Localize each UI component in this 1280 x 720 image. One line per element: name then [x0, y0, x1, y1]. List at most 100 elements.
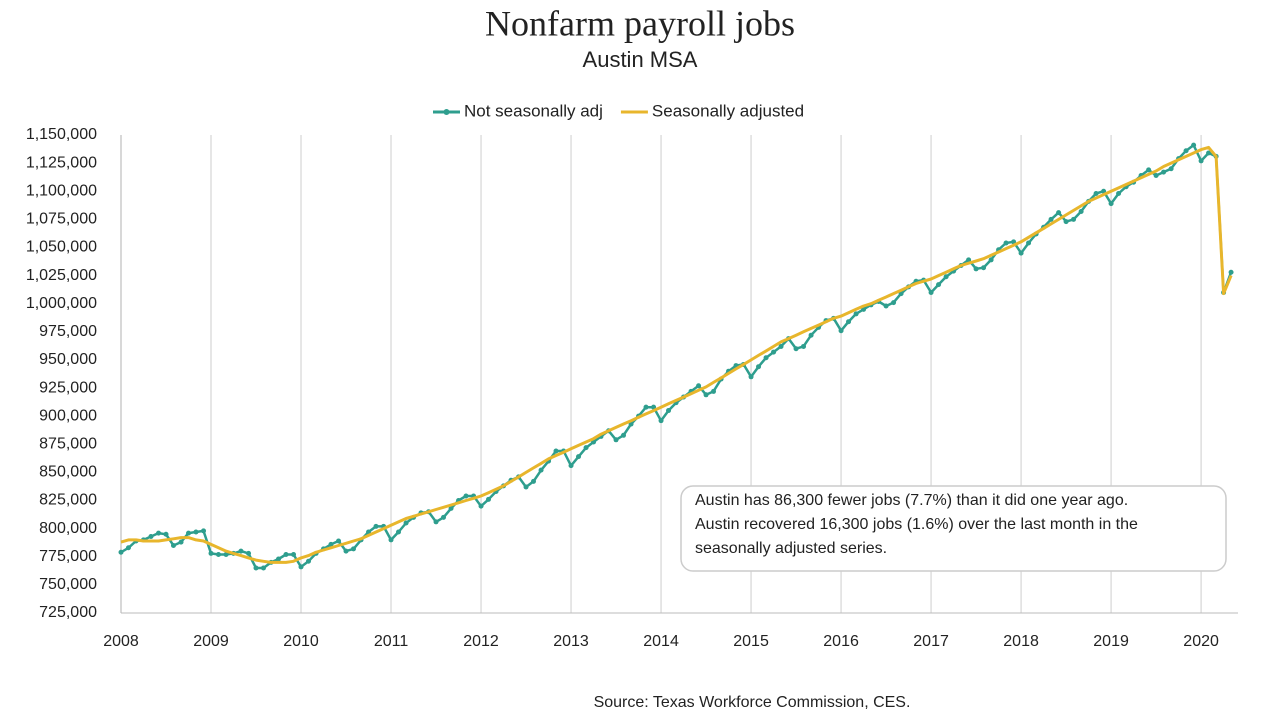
point	[260, 565, 266, 571]
point	[1108, 201, 1114, 207]
point	[186, 530, 192, 536]
point	[883, 303, 889, 309]
y-tick-label: 950,000	[39, 351, 97, 368]
point	[808, 332, 814, 338]
point	[276, 556, 282, 562]
y-tick-label: 975,000	[39, 323, 97, 340]
y-tick-label: 1,100,000	[26, 182, 97, 199]
point	[1078, 208, 1084, 214]
x-tick-label: 2008	[103, 633, 139, 650]
x-tick-label: 2010	[283, 633, 319, 650]
point	[658, 418, 664, 424]
point	[403, 520, 409, 526]
y-tick-label: 1,000,000	[26, 295, 97, 312]
point	[395, 529, 401, 535]
point	[1116, 190, 1122, 196]
legend-marker	[443, 109, 450, 115]
point	[981, 265, 987, 271]
series-line	[120, 145, 1233, 564]
point	[156, 530, 162, 536]
point	[448, 505, 454, 511]
legend-label: Seasonally adjusted	[652, 101, 804, 120]
y-tick-label: 900,000	[39, 407, 97, 424]
point	[1168, 166, 1174, 172]
point	[1161, 169, 1167, 175]
point	[1198, 158, 1204, 164]
point	[1228, 269, 1234, 275]
y-tick-label: 1,025,000	[26, 267, 97, 284]
point	[891, 300, 897, 306]
point	[1206, 150, 1212, 156]
legend-label: Not seasonally adj	[464, 101, 603, 120]
point	[1018, 250, 1024, 256]
x-tick-label: 2017	[913, 633, 949, 650]
point	[576, 454, 582, 460]
point	[305, 558, 311, 564]
point	[666, 408, 672, 414]
point	[246, 550, 252, 556]
point	[178, 539, 184, 545]
point	[223, 552, 229, 558]
y-tick-label: 850,000	[39, 464, 97, 481]
point	[208, 550, 214, 556]
point	[1146, 167, 1152, 173]
point	[523, 484, 529, 490]
point	[350, 546, 356, 552]
chart-title: Nonfarm payroll jobs	[485, 3, 795, 43]
x-tick-label: 2012	[463, 633, 499, 650]
x-tick-label: 2015	[733, 633, 769, 650]
point	[846, 319, 852, 325]
point	[583, 445, 589, 451]
point	[170, 543, 176, 549]
point	[531, 478, 537, 484]
point	[936, 282, 942, 288]
point	[943, 274, 949, 280]
y-tick-label: 775,000	[39, 548, 97, 565]
point	[125, 545, 131, 551]
point	[163, 531, 169, 537]
y-tick-label: 875,000	[39, 436, 97, 453]
chart-subtitle: Austin MSA	[583, 47, 698, 72]
point	[756, 364, 762, 370]
x-tick-label: 2019	[1093, 633, 1129, 650]
point	[613, 437, 619, 443]
point	[283, 552, 289, 558]
source-note: Source: Texas Workforce Commission, CES.	[594, 694, 911, 711]
point	[343, 548, 349, 554]
point	[538, 467, 544, 473]
x-tick-label: 2011	[374, 633, 409, 650]
annotation-box	[680, 485, 1227, 572]
point	[1183, 148, 1189, 154]
y-tick-label: 1,150,000	[26, 126, 97, 143]
point	[238, 548, 244, 554]
point	[193, 529, 199, 535]
point	[703, 392, 709, 398]
point	[748, 374, 754, 380]
point	[801, 343, 807, 349]
point	[1026, 240, 1032, 246]
y-tick-label: 1,125,000	[26, 154, 97, 171]
point	[118, 549, 124, 555]
annotation: Austin recovered 16,300 jobs (1.6%) over…	[695, 516, 1138, 533]
y-tick-label: 800,000	[39, 520, 97, 537]
point	[1071, 216, 1077, 222]
point	[763, 355, 769, 361]
point	[1048, 216, 1054, 222]
point	[201, 528, 207, 534]
point	[291, 552, 297, 558]
y-tick-label: 750,000	[39, 576, 97, 593]
point	[215, 552, 221, 558]
y-tick-label: 825,000	[39, 492, 97, 509]
point	[253, 565, 259, 571]
x-tick-label: 2014	[643, 633, 679, 650]
point	[148, 534, 154, 540]
point	[621, 432, 627, 438]
point	[298, 564, 304, 570]
point	[373, 523, 379, 529]
point	[328, 541, 334, 547]
point	[486, 496, 492, 502]
annotation: Austin has 86,300 fewer jobs (7.7%) than…	[695, 492, 1128, 509]
point	[440, 514, 446, 520]
point	[988, 257, 994, 263]
